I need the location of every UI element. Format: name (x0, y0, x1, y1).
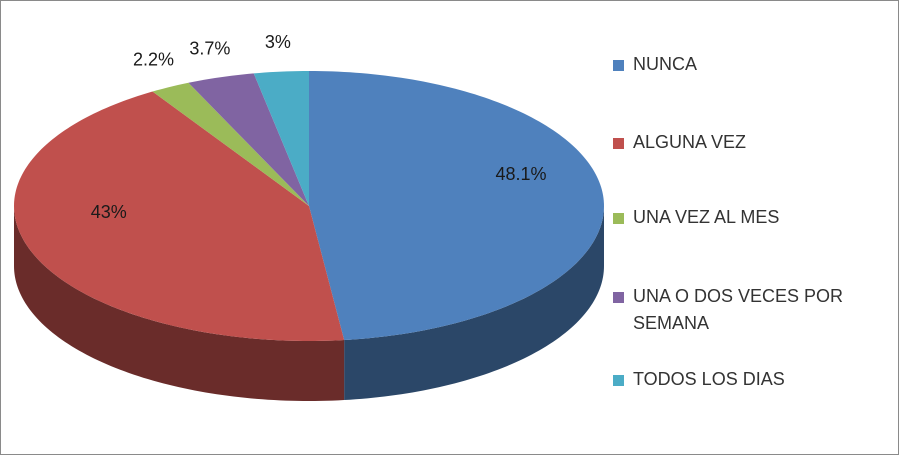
legend-item: UNA VEZ AL MES (613, 204, 898, 231)
legend-item: ALGUNA VEZ (613, 129, 898, 156)
pie-slice (188, 73, 309, 206)
legend-item: TODOS LOS DIAS (613, 366, 898, 393)
pie-slice (152, 82, 309, 206)
legend-label: NUNCA (633, 54, 698, 74)
data-label: 2.2% (133, 49, 174, 69)
pie-slice (253, 71, 309, 206)
pie-side (14, 206, 345, 401)
data-label: 43% (91, 202, 127, 222)
pie-slice (309, 71, 604, 341)
legend-swatch (613, 138, 624, 149)
legend-item: UNA O DOS VECES POR SEMANA (613, 283, 898, 337)
legend-swatch (613, 60, 624, 71)
legend-label: TODOS LOS DIAS (633, 369, 785, 389)
pie-slice (14, 91, 345, 341)
data-label: 3.7% (189, 39, 230, 59)
legend-swatch (613, 213, 624, 224)
pie-side (344, 206, 604, 401)
data-label: 3% (265, 32, 291, 52)
legend-swatch (613, 375, 624, 386)
legend-label: UNA VEZ AL MES (633, 207, 780, 227)
legend-label: ALGUNA VEZ (633, 132, 747, 152)
legend-item: NUNCA (613, 51, 898, 78)
data-label: 48.1% (495, 164, 546, 184)
legend-label: UNA O DOS VECES POR SEMANA (633, 286, 844, 333)
legend-swatch (613, 292, 624, 303)
